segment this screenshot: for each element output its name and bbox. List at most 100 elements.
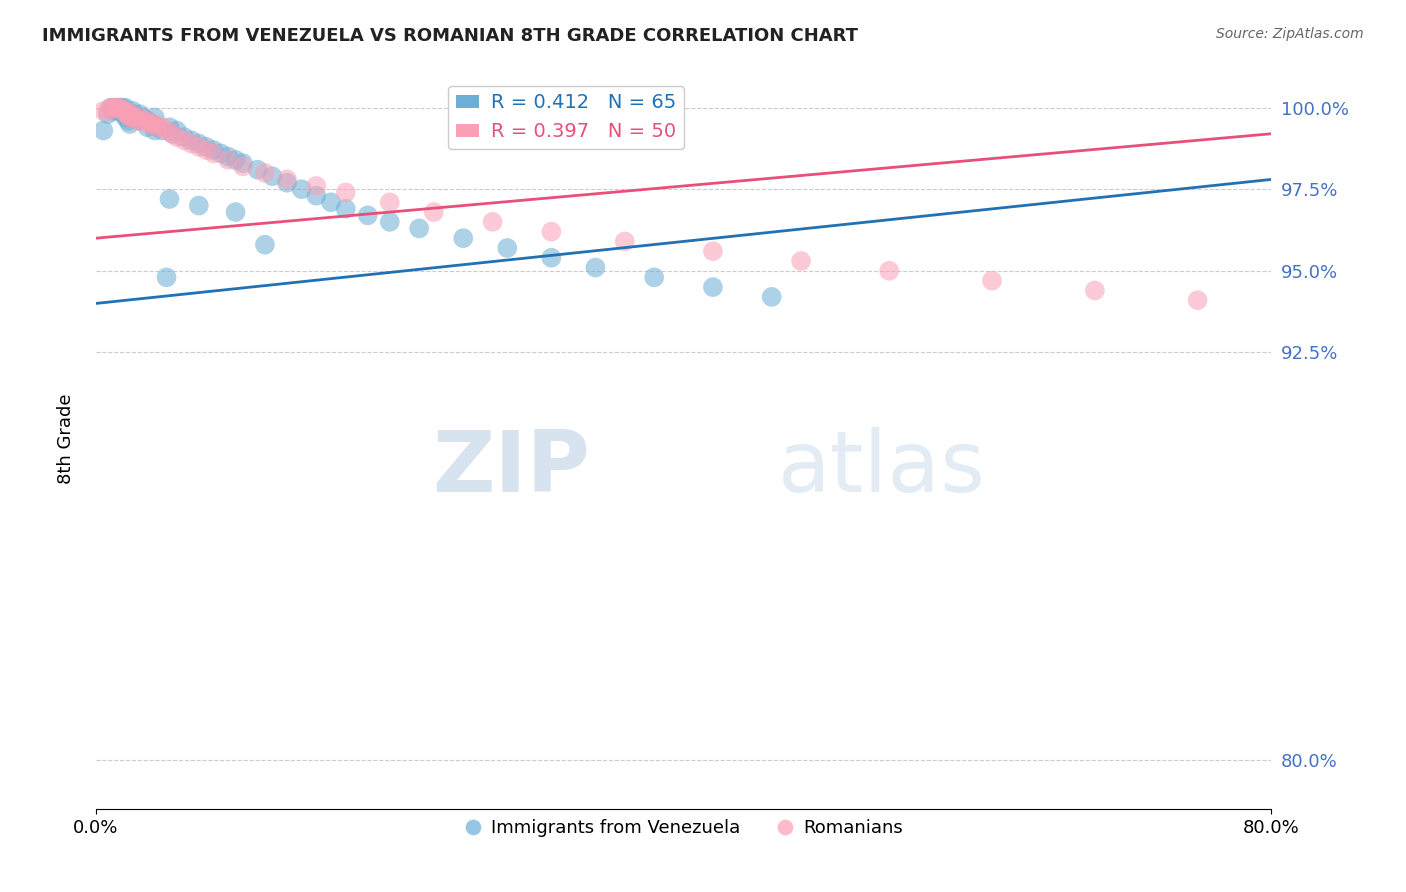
Point: [107, 101, 129, 115]
Point: [246, 162, 269, 177]
Point: [100, 101, 122, 115]
Point: [143, 111, 166, 125]
Point: [276, 172, 298, 186]
Point: [195, 143, 218, 157]
Point: [613, 235, 636, 249]
Point: [155, 270, 177, 285]
Y-axis label: 8th Grade: 8th Grade: [58, 393, 75, 484]
Point: [262, 169, 284, 184]
Point: [129, 111, 152, 125]
Point: [305, 178, 328, 193]
Point: [97, 107, 120, 121]
Point: [217, 153, 239, 167]
Point: [141, 117, 163, 131]
Point: [173, 130, 195, 145]
Legend: Immigrants from Venezuela, Romanians: Immigrants from Venezuela, Romanians: [457, 812, 911, 845]
Point: [146, 120, 169, 135]
Point: [253, 166, 276, 180]
Point: [180, 136, 202, 151]
Point: [141, 117, 163, 131]
Point: [761, 290, 783, 304]
Point: [155, 123, 177, 137]
Point: [540, 225, 562, 239]
Point: [121, 103, 143, 118]
Point: [122, 107, 145, 121]
Point: [107, 103, 129, 118]
Point: [187, 136, 209, 151]
Point: [114, 111, 136, 125]
Point: [107, 101, 129, 115]
Point: [166, 130, 188, 145]
Point: [583, 260, 606, 275]
Point: [108, 101, 131, 115]
Point: [357, 208, 380, 222]
Point: [451, 231, 474, 245]
Point: [103, 101, 125, 115]
Point: [159, 192, 181, 206]
Point: [232, 160, 254, 174]
Point: [121, 111, 143, 125]
Point: [115, 107, 138, 121]
Point: [702, 244, 724, 259]
Point: [540, 251, 562, 265]
Point: [202, 143, 225, 157]
Point: [150, 120, 173, 135]
Point: [93, 103, 115, 118]
Point: [136, 113, 159, 128]
Point: [129, 107, 152, 121]
Point: [162, 127, 184, 141]
Text: IMMIGRANTS FROM VENEZUELA VS ROMANIAN 8TH GRADE CORRELATION CHART: IMMIGRANTS FROM VENEZUELA VS ROMANIAN 8T…: [42, 27, 858, 45]
Point: [378, 215, 401, 229]
Point: [173, 133, 195, 147]
Point: [202, 146, 225, 161]
Point: [110, 101, 132, 115]
Point: [702, 280, 724, 294]
Point: [217, 150, 239, 164]
Point: [146, 120, 169, 135]
Point: [114, 101, 136, 115]
Point: [117, 113, 139, 128]
Point: [378, 195, 401, 210]
Point: [180, 133, 202, 147]
Point: [319, 195, 342, 210]
Point: [93, 123, 115, 137]
Point: [232, 156, 254, 170]
Point: [981, 274, 1004, 288]
Point: [1084, 284, 1107, 298]
Point: [408, 221, 430, 235]
Point: [195, 140, 218, 154]
Point: [118, 111, 141, 125]
Point: [1187, 293, 1209, 308]
Point: [209, 146, 232, 161]
Point: [111, 103, 134, 118]
Point: [159, 120, 181, 135]
Point: [105, 101, 128, 115]
Point: [138, 117, 160, 131]
Point: [276, 176, 298, 190]
Point: [118, 117, 141, 131]
Point: [225, 205, 247, 219]
Point: [166, 123, 188, 137]
Point: [877, 264, 900, 278]
Point: [335, 202, 357, 216]
Point: [187, 198, 209, 212]
Point: [100, 101, 122, 115]
Point: [225, 153, 247, 167]
Point: [423, 205, 446, 219]
Point: [122, 111, 145, 125]
Point: [187, 140, 209, 154]
Point: [305, 188, 328, 202]
Point: [253, 237, 276, 252]
Point: [111, 101, 134, 115]
Point: [103, 103, 125, 118]
Point: [790, 254, 813, 268]
Point: [127, 111, 149, 125]
Point: [115, 107, 138, 121]
Point: [108, 101, 131, 115]
Point: [496, 241, 519, 255]
Point: [481, 215, 503, 229]
Point: [643, 270, 665, 285]
Point: [114, 103, 136, 118]
Point: [121, 111, 143, 125]
Text: ZIP: ZIP: [432, 427, 589, 510]
